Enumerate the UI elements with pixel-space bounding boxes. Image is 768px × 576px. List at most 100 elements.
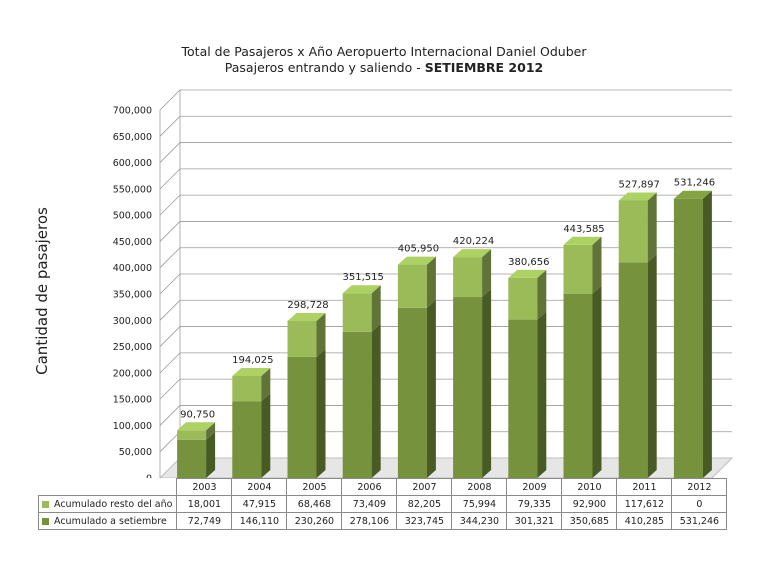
table-cell: 323,745 (396, 512, 453, 530)
table-cell: 68,468 (286, 495, 343, 513)
table-year-header: 2009 (506, 478, 563, 496)
bar-segment-setiembre-2008 (453, 297, 483, 478)
bar-side-2005 (316, 312, 326, 357)
bar-side-2007 (426, 299, 436, 478)
bar-side-2004 (261, 367, 271, 402)
gridline (159, 194, 732, 216)
bar-side-2007 (426, 256, 436, 308)
bar-side-2008 (482, 289, 492, 478)
y-tick-label: 250,000 (113, 342, 152, 353)
gridline (159, 115, 732, 137)
data-table: 2003 2004 2005 2006 2007 2008 2009 2010 2011 2012… (37, 478, 728, 530)
title-line-2-bold: SETIEMBRE 2012 (424, 60, 544, 75)
bar-top-2003 (177, 422, 216, 431)
bar-side-2004 (261, 393, 271, 478)
bar-segment-setiembre-2004 (232, 401, 262, 478)
bar-segment-resto-2006 (342, 293, 372, 332)
y-tick-label: 200,000 (113, 368, 152, 379)
total-label-2005: 298,728 (287, 300, 328, 311)
total-label-2003: 90,750 (180, 409, 215, 420)
total-label-2009: 380,656 (508, 257, 549, 268)
total-label-2007: 405,950 (398, 244, 439, 255)
gridline (159, 299, 732, 321)
table-cell: 18,001 (176, 495, 233, 513)
y-axis-ticks: 0 50,000 100,000 150,000 200,000 250,000 300,0… (113, 106, 152, 479)
total-label-2004: 194,025 (232, 355, 273, 366)
y-tick-label: 700,000 (113, 106, 152, 117)
y-tick-label: 350,000 (113, 290, 152, 301)
table-cell: 75,994 (451, 495, 508, 513)
bar-segment-setiembre-2009 (508, 319, 538, 478)
table-cell: 47,915 (231, 495, 288, 513)
table-row-label: Acumulado resto del año (37, 495, 178, 513)
table-cell: 82,205 (396, 495, 453, 513)
bar-segment-resto-2003 (177, 430, 207, 440)
y-tick-label: 550,000 (113, 184, 152, 195)
total-label-2006: 351,515 (343, 272, 384, 283)
y-tick-label: 100,000 (113, 421, 152, 432)
title-line-1: Total de Pasajeros x Año Aeropuerto Inte… (181, 44, 587, 59)
title-line-2-prefix: Pasajeros entrando y saliendo - (224, 60, 425, 75)
title-line-2: Pasajeros entrando y saliendo - SETIEMBR… (0, 60, 768, 76)
legend-swatch (42, 500, 49, 508)
bar-side-2003 (206, 422, 216, 440)
gridline (159, 142, 732, 163)
table-cell: 410,285 (616, 512, 673, 530)
bar-top-2011 (618, 192, 657, 201)
bar-top-2006 (342, 285, 381, 294)
total-label-2012: 531,246 (674, 178, 715, 189)
gridline (159, 221, 732, 242)
bar-top-2010 (563, 236, 602, 245)
bar-segment-setiembre-2006 (342, 331, 372, 478)
bar-side-2009 (537, 311, 547, 478)
bar-segment-setiembre-2005 (287, 356, 317, 478)
bar-top-2005 (287, 312, 326, 321)
bar-top-2008 (453, 249, 492, 258)
table-cell: 117,612 (616, 495, 673, 513)
table-cell: 278,106 (341, 512, 398, 530)
bar-segment-resto-2004 (232, 375, 262, 402)
y-tick-label: 400,000 (113, 263, 152, 274)
table-cell: 301,321 (506, 512, 563, 530)
bar-side-2010 (592, 285, 602, 478)
table-cell: 344,230 (451, 512, 508, 530)
bar-segment-resto-2008 (453, 257, 483, 298)
total-labels: 90,750 194,025 298,728 351,515 405,950 420,22… (180, 178, 715, 421)
table-year-header: 2010 (561, 478, 618, 496)
bar-side-2011 (647, 254, 657, 478)
table-cell: 79,335 (506, 495, 563, 513)
bar-top-2009 (508, 269, 547, 278)
bar-segment-setiembre-2007 (397, 307, 427, 478)
gridline (159, 405, 732, 426)
table-year-header: 2007 (396, 478, 453, 496)
bar-side-2005 (316, 348, 326, 478)
table-year-header: 2012 (671, 478, 728, 496)
legend-label: Acumulado resto del año (54, 498, 173, 510)
bar-side-2012 (702, 190, 712, 478)
bar-side-2010 (592, 236, 602, 294)
bar-segment-setiembre-2010 (563, 293, 593, 478)
bar-chart: 0 50,000 100,000 150,000 200,000 250,000 300,0… (113, 89, 734, 479)
total-label-2008: 420,224 (453, 236, 494, 247)
bar-segment-setiembre-2011 (618, 262, 648, 478)
bar-side-2006 (371, 323, 381, 478)
table-cell: 230,260 (286, 512, 343, 530)
bar-top-2004 (232, 367, 271, 376)
table-cell: 72,749 (176, 512, 233, 530)
table-year-header: 2006 (341, 478, 398, 496)
table-cell: 0 (671, 495, 728, 513)
gridline (159, 273, 732, 295)
gridline (159, 168, 732, 190)
total-label-2010: 443,585 (563, 224, 604, 235)
y-tick-label: 50,000 (119, 447, 152, 458)
table-cell: 73,409 (341, 495, 398, 513)
table-year-header: 2004 (231, 478, 288, 496)
legend-label: Acumulado a setiembre (54, 515, 167, 527)
chart-title: Total de Pasajeros x Año Aeropuerto Inte… (0, 44, 768, 76)
bar-top-2007 (397, 256, 436, 265)
bar-side-2008 (482, 249, 492, 298)
bar-side-2006 (371, 285, 381, 332)
gridline (159, 247, 732, 268)
y-tick-label: 600,000 (113, 158, 152, 169)
table-year-header: 2003 (176, 478, 233, 496)
